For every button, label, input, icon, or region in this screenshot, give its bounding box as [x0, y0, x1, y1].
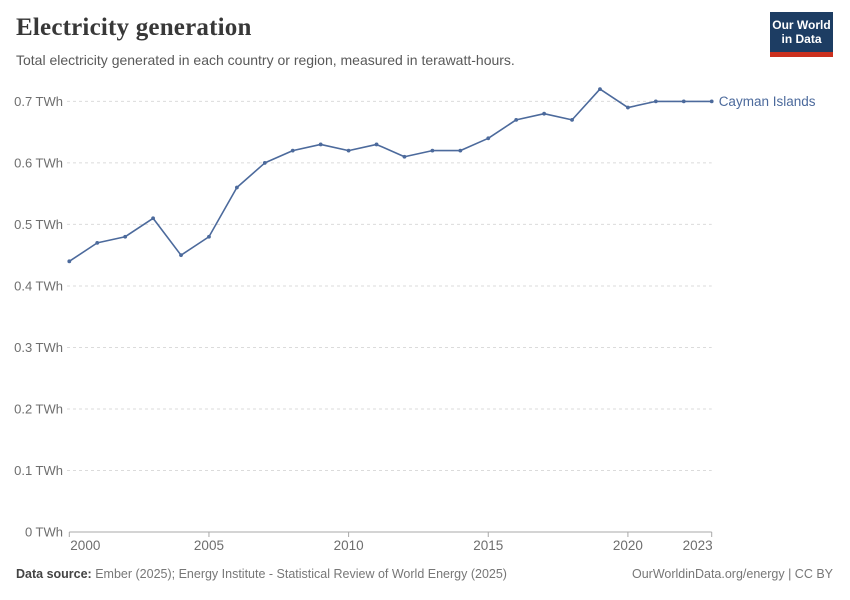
x-tick-label: 2015	[473, 538, 503, 553]
page-title: Electricity generation	[16, 14, 252, 41]
chart-subtitle: Total electricity generated in each coun…	[16, 52, 515, 68]
y-tick-label: 0.4 TWh	[14, 278, 63, 293]
data-point[interactable]	[234, 185, 239, 190]
x-tick-label: 2000	[70, 538, 100, 553]
data-point[interactable]	[179, 253, 183, 258]
y-tick-label: 0.1 TWh	[14, 463, 63, 478]
data-point[interactable]	[486, 136, 491, 141]
data-point[interactable]	[570, 117, 574, 122]
owid-logo-line2: in Data	[781, 32, 822, 47]
data-point[interactable]	[290, 148, 295, 153]
data-point[interactable]	[709, 99, 714, 104]
data-point[interactable]	[430, 148, 435, 153]
y-tick-label: 0.5 TWh	[14, 217, 63, 232]
y-tick-label: 0.6 TWh	[14, 155, 63, 170]
data-source-text: Ember (2025); Energy Institute - Statist…	[91, 567, 507, 581]
data-source-label: Data source:	[16, 567, 92, 581]
y-tick-label: 0 TWh	[25, 525, 63, 540]
license-note: OurWorldinData.org/energy | CC BY	[631, 567, 833, 581]
data-line[interactable]	[68, 88, 712, 263]
data-point[interactable]	[123, 234, 128, 239]
x-tick-label: 2005	[194, 538, 224, 553]
data-point[interactable]	[653, 99, 658, 104]
data-point[interactable]	[402, 154, 407, 159]
data-point[interactable]	[207, 234, 211, 239]
data-point[interactable]	[681, 99, 686, 104]
x-tick-label: 2023	[683, 538, 713, 553]
data-point[interactable]	[598, 87, 602, 91]
owid-logo-line1: Our World	[772, 18, 831, 32]
data-point[interactable]	[95, 240, 100, 245]
y-tick-label: 0.2 TWh	[14, 401, 63, 416]
data-point[interactable]	[67, 259, 72, 264]
y-tick-label: 0.7 TWh	[14, 94, 63, 109]
data-point[interactable]	[374, 142, 379, 147]
data-point[interactable]	[346, 148, 351, 153]
data-source-note: Data source: Ember (2025); Energy Instit…	[16, 567, 507, 581]
data-point[interactable]	[626, 105, 630, 110]
data-point[interactable]	[542, 111, 547, 116]
data-point[interactable]	[458, 148, 463, 153]
x-tick-label: 2010	[334, 538, 364, 553]
x-tick-label: 2020	[613, 538, 643, 553]
owid-logo: Our World in Data	[770, 12, 833, 57]
data-point[interactable]	[262, 161, 267, 165]
data-point[interactable]	[318, 142, 323, 147]
data-point[interactable]	[514, 117, 519, 122]
data-point[interactable]	[151, 216, 155, 221]
y-tick-label: 0.3 TWh	[14, 340, 63, 355]
series-label: Cayman Islands	[719, 94, 816, 109]
